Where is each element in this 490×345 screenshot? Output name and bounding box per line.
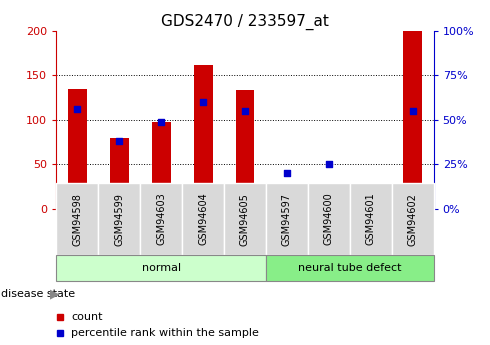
Bar [56,255,266,281]
Text: percentile rank within the sample: percentile rank within the sample [72,328,259,338]
Bar [392,183,434,255]
Bar [194,65,213,209]
Text: GSM94601: GSM94601 [366,193,376,245]
Bar [308,183,350,255]
Bar [277,186,296,209]
Bar [56,183,98,255]
Point [325,161,333,167]
Text: GSM94598: GSM94598 [73,193,82,246]
Text: GSM94604: GSM94604 [198,193,208,245]
Bar [266,255,434,281]
Point [367,190,375,196]
Text: count: count [72,312,103,322]
Point [157,119,165,125]
Bar [403,31,422,209]
Text: GSM94603: GSM94603 [156,193,166,245]
Point [283,170,291,176]
Point [199,99,207,105]
Text: GSM94605: GSM94605 [240,193,250,246]
Bar [350,183,392,255]
Point [409,108,416,114]
Bar [319,186,338,209]
Bar [266,183,308,255]
Point [115,138,123,144]
Bar [361,203,380,209]
Text: GSM94599: GSM94599 [114,193,124,246]
Point [74,107,81,112]
Text: GSM94602: GSM94602 [408,193,417,246]
Text: GSM94600: GSM94600 [324,193,334,245]
Bar [236,90,254,209]
Bar [182,183,224,255]
Text: GSM94597: GSM94597 [282,193,292,246]
Text: disease state: disease state [1,289,75,299]
Bar [152,122,171,209]
Text: ▶: ▶ [50,288,60,300]
Bar [110,138,129,209]
Title: GDS2470 / 233597_at: GDS2470 / 233597_at [161,13,329,30]
Text: neural tube defect: neural tube defect [298,263,402,273]
Bar [98,183,140,255]
Point [241,108,249,114]
Bar [68,89,87,209]
Text: normal: normal [142,263,181,273]
Bar [140,183,182,255]
Bar [224,183,266,255]
